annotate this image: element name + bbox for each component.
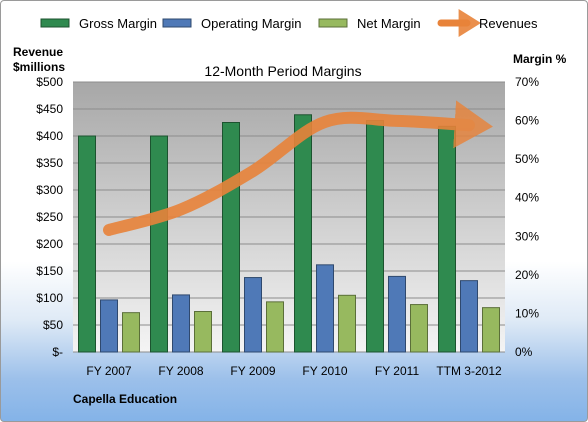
legend-item-revenues: Revenues (437, 9, 538, 37)
bar-operating-margin (172, 294, 190, 353)
y-right-tick-label: 50% (515, 152, 539, 166)
y-right-axis-label: Margin % (513, 52, 567, 66)
y-left-tick-label: $250 (36, 210, 63, 224)
x-tick-label: FY 2007 (86, 364, 131, 378)
legend-item-operating-margin: Operating Margin (162, 16, 301, 31)
legend-swatch (40, 18, 70, 28)
y-left-tick-label: $450 (36, 102, 63, 116)
legend: Gross Margin Operating Margin Net Margin Re… (40, 9, 538, 37)
revenue-series-line (103, 100, 493, 236)
bar-gross-margin (150, 135, 168, 353)
y-left-tick-label: $400 (36, 129, 63, 143)
x-tick-label: FY 2010 (302, 364, 347, 378)
y-right-tick-label: 60% (515, 114, 539, 128)
y-left-tick-label: $- (52, 345, 63, 359)
bar-operating-margin (100, 299, 118, 353)
y-left-tick-label: $300 (36, 183, 63, 197)
bar-operating-margin (460, 280, 478, 353)
revenue-line (103, 100, 493, 236)
y-left-axis-label-line1: Revenue (13, 45, 63, 59)
bar-net-margin (266, 301, 284, 353)
company-label: Capella Education (73, 392, 177, 406)
y-left-tick-label: $500 (36, 75, 63, 89)
bar-gross-margin (438, 125, 456, 353)
legend-item-net-margin: Net Margin (318, 16, 421, 31)
y-right-tick-label: 40% (515, 191, 539, 205)
legend-label: Gross Margin (79, 16, 157, 31)
y-left-tick-label: $150 (36, 264, 63, 278)
bar-net-margin (338, 294, 356, 353)
y-left-tick-label: $100 (36, 291, 63, 305)
bar-operating-margin (244, 277, 262, 353)
x-tick-label: FY 2009 (230, 364, 275, 378)
x-tick-label: FY 2011 (375, 364, 420, 378)
bar-net-margin (194, 311, 212, 353)
y-left-axis-label-line2: $millions (13, 60, 65, 74)
y-right-tick-label: 70% (515, 75, 539, 89)
bar-operating-margin (316, 264, 334, 353)
x-ticks: FY 2007 FY 2008 FY 2009 FY 2010 FY 2011 TTM 3… (86, 364, 502, 378)
x-tick-label: TTM 3-2012 (436, 364, 502, 378)
gridlines (73, 81, 505, 353)
y-right-tick-label: 30% (515, 229, 539, 243)
y-right-tick-label: 0% (515, 345, 533, 359)
bar-gross-margin (294, 114, 312, 353)
bar-gross-margin (222, 122, 240, 353)
y-right-tick-label: 10% (515, 306, 539, 320)
legend-item-gross-margin: Gross Margin (40, 16, 157, 31)
x-tick-label: FY 2008 (158, 364, 203, 378)
chart-title: 12-Month Period Margins (204, 63, 361, 79)
y-left-tick-label: $50 (43, 318, 63, 332)
bar-net-margin (122, 312, 140, 353)
y-left-tick-label: $200 (36, 237, 63, 251)
legend-swatch (162, 18, 192, 28)
legend-swatch (318, 18, 348, 28)
y-left-tick-label: $350 (36, 156, 63, 170)
legend-label: Operating Margin (201, 16, 301, 31)
bar-gross-margin (366, 120, 384, 353)
y-left-ticks: $- $50 $100 $150 $200 $250 $300 $350 $400 $450 $50… (36, 75, 63, 359)
legend-label: Net Margin (357, 16, 421, 31)
legend-label: Revenues (479, 16, 538, 31)
y-right-ticks: 0% 10% 20% 30% 40% 50% 60% 70% (515, 75, 539, 359)
bar-gross-margin (78, 135, 96, 353)
bar-operating-margin (388, 275, 406, 353)
bar-net-margin (482, 307, 500, 353)
bar-net-margin (410, 304, 428, 353)
y-right-tick-label: 20% (515, 268, 539, 282)
